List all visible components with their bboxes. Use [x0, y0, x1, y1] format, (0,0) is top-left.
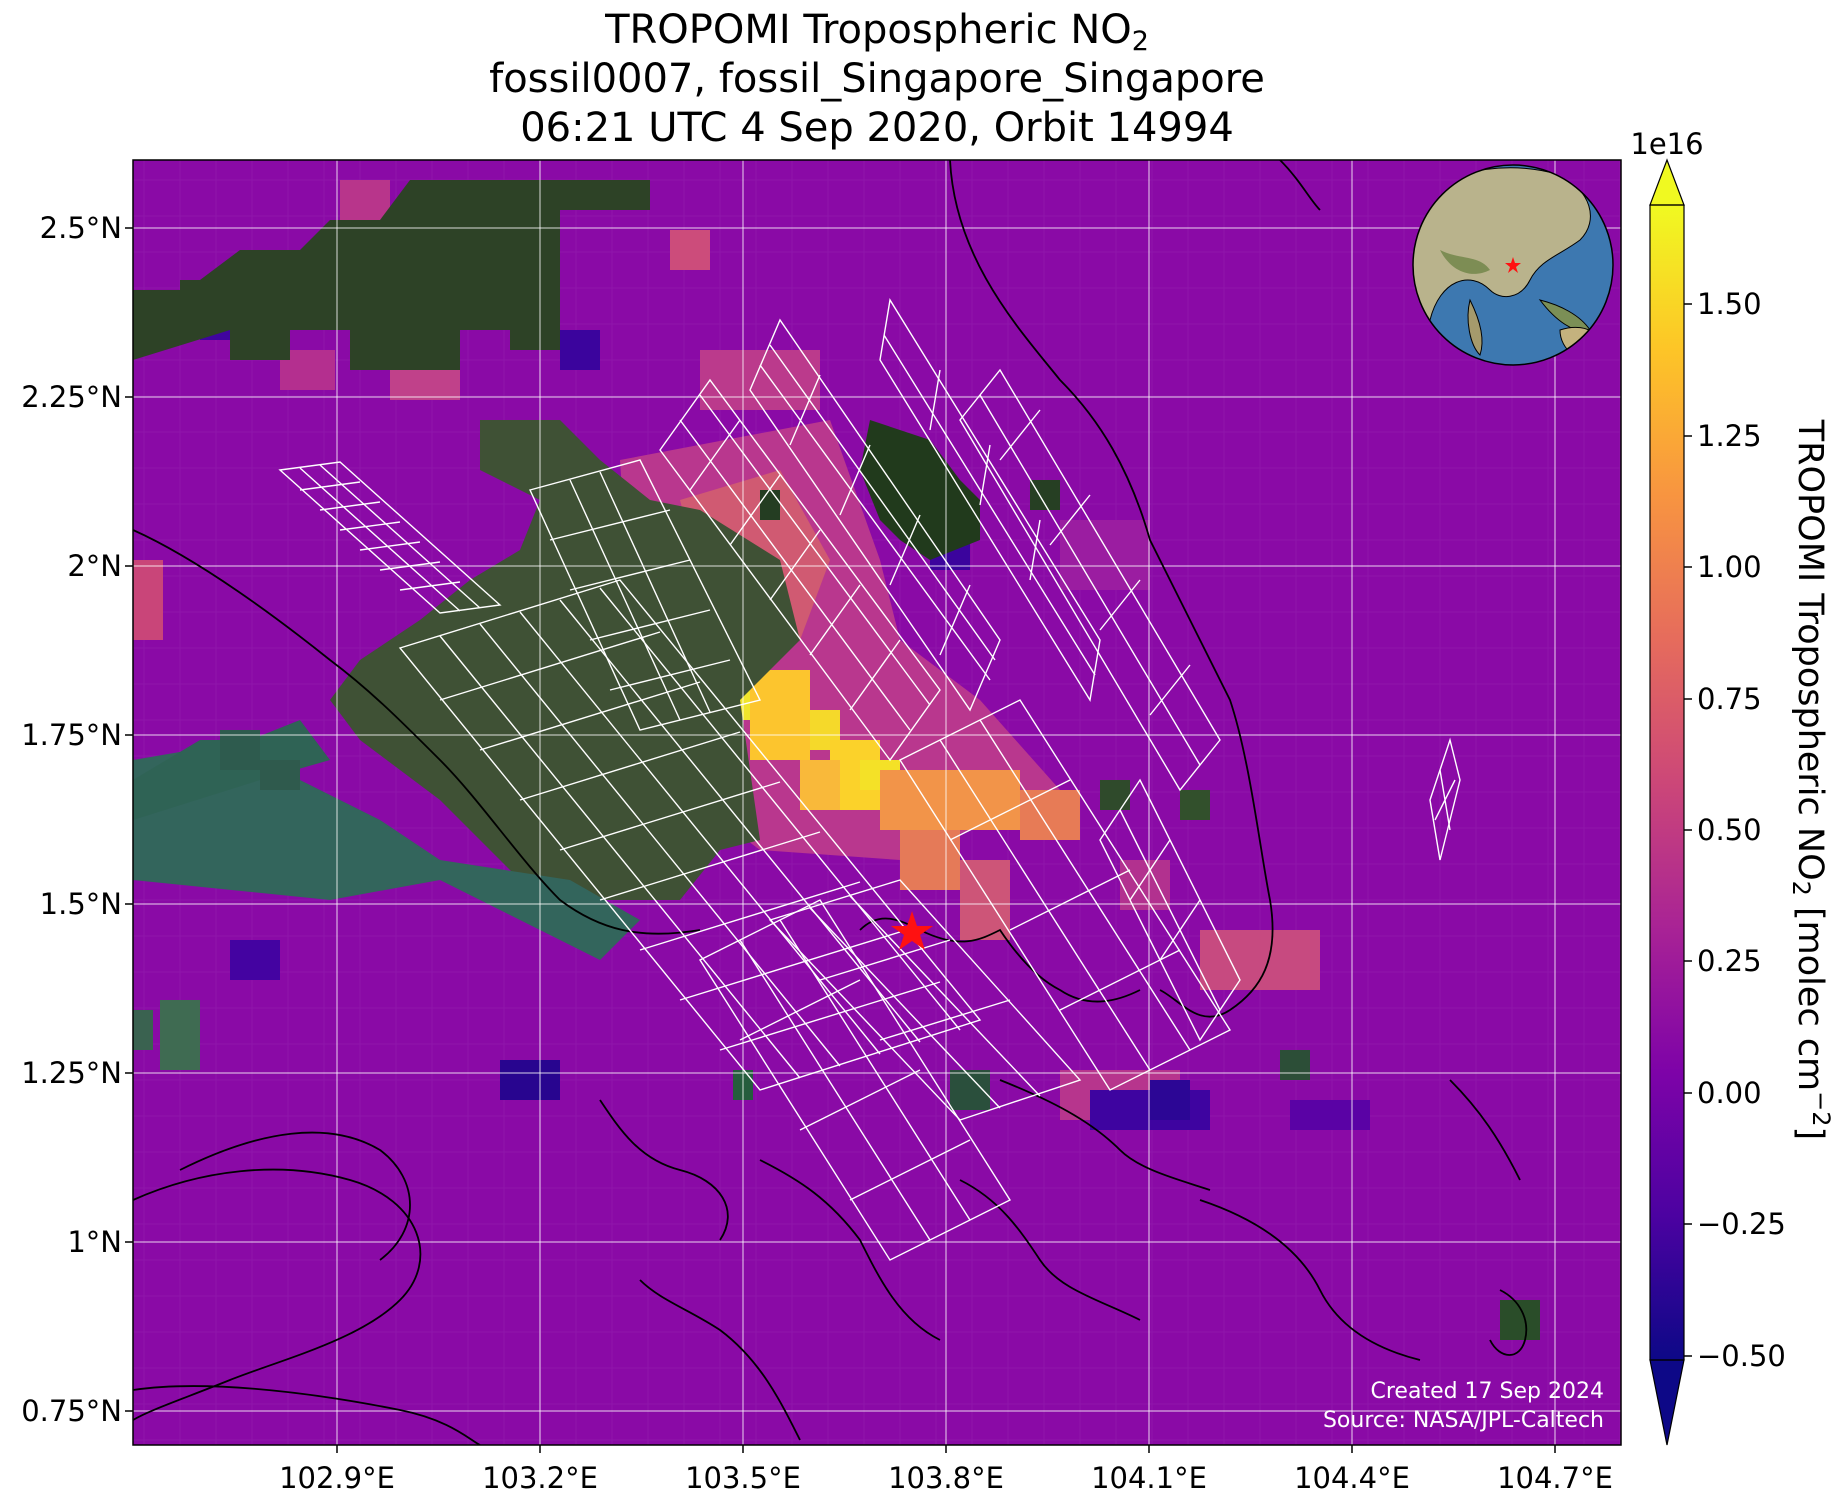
lon-label: 104.4°E	[1294, 1461, 1410, 1492]
colorbar-extend-high	[1649, 158, 1685, 206]
latitude-labels: 2.5°N 2.25°N 2°N 1.75°N 1.5°N 1.25°N 1°N…	[21, 211, 122, 1428]
footprint-swath-10	[1429, 737, 1461, 861]
colorbar-tick-label: 1.00	[1697, 550, 1762, 584]
footprint-swath-8	[898, 699, 1232, 1091]
colorbar-tick-label: 0.25	[1697, 944, 1762, 978]
title-line-2: fossil0007, fossil_Singapore_Singapore	[489, 56, 1265, 102]
plot-frame	[132, 159, 1622, 1446]
colorbar-tick-label: 0.00	[1697, 1076, 1762, 1110]
low-no2-patches	[200, 300, 1370, 1130]
longitude-labels: 102.9°E 103.2°E 103.5°E 103.8°E 104.1°E …	[279, 1461, 1613, 1492]
lat-label: 2.5°N	[40, 211, 122, 245]
globe-icon	[1412, 164, 1614, 366]
map-title: TROPOMI Tropospheric NO2 fossil0007, fos…	[133, 6, 1621, 153]
no2-map-layer: Created 17 Sep 2024 Source: NASA/JPL-Cal…	[133, 160, 1621, 1445]
colorbar: 1.50 1.25 1.00 0.75 0.50 0.25 0.00 −0.25…	[1630, 127, 1786, 1446]
footprint-swath-11	[768, 879, 1082, 1121]
colorbar-tick-label: 1.50	[1697, 287, 1762, 321]
footprint-swath-4	[659, 378, 941, 762]
colorbar-exponent: 1e16	[1630, 127, 1703, 161]
colorbar-extend-low	[1649, 1359, 1685, 1446]
lat-label: 1.5°N	[40, 887, 122, 921]
lat-label: 1.75°N	[21, 718, 122, 752]
colorbar-label: TROPOMI Tropospheric NO2 [molec cm−2]	[1787, 419, 1835, 1141]
colorbar-tick-label: −0.50	[1697, 1339, 1786, 1373]
colorbar-tick-label: 1.25	[1697, 419, 1762, 453]
satellite-background-areas	[133, 180, 1540, 1340]
lon-label: 104.1°E	[1091, 1461, 1207, 1492]
footprint-swath-6	[879, 298, 1101, 702]
lon-label: 103.2°E	[482, 1461, 598, 1492]
title-line-3: 06:21 UTC 4 Sep 2020, Orbit 14994	[520, 105, 1234, 151]
colorbar-tick-label: 0.50	[1697, 813, 1762, 847]
oco3-footprint-grids	[278, 298, 1461, 1261]
lon-label: 104.7°E	[1497, 1461, 1613, 1492]
lat-label: 0.75°N	[21, 1394, 122, 1428]
lat-label: 1.25°N	[21, 1056, 122, 1090]
footprint-swath-7	[959, 368, 1221, 792]
coastlines	[133, 160, 1528, 1445]
colorbar-tick-label: −0.25	[1697, 1207, 1786, 1241]
credit-created: Created 17 Sep 2024	[1371, 1379, 1605, 1404]
lat-label: 2.25°N	[21, 380, 122, 414]
graticule	[133, 160, 1621, 1445]
lat-label: 2°N	[67, 549, 122, 583]
lon-label: 102.9°E	[279, 1461, 395, 1492]
footprint-swath-5	[749, 318, 1001, 712]
lon-label: 103.5°E	[685, 1461, 801, 1492]
target-star-marker	[891, 911, 933, 950]
globe-star-marker	[1505, 257, 1521, 273]
lat-label: 1°N	[67, 1225, 122, 1259]
credit-source: Source: NASA/JPL-Caltech	[1323, 1408, 1604, 1433]
footprint-swath-12	[698, 899, 1012, 1261]
footprint-swath-3	[529, 459, 762, 731]
footprint-swath-2	[398, 579, 982, 1091]
colorbar-tick-label: 0.75	[1697, 682, 1762, 716]
footprint-swath-1	[278, 461, 502, 614]
axis-ticks	[125, 227, 1556, 1453]
footprint-swath-9	[1099, 778, 1241, 1042]
lon-label: 103.8°E	[888, 1461, 1004, 1492]
title-line-1: TROPOMI Tropospheric NO2	[605, 7, 1149, 57]
